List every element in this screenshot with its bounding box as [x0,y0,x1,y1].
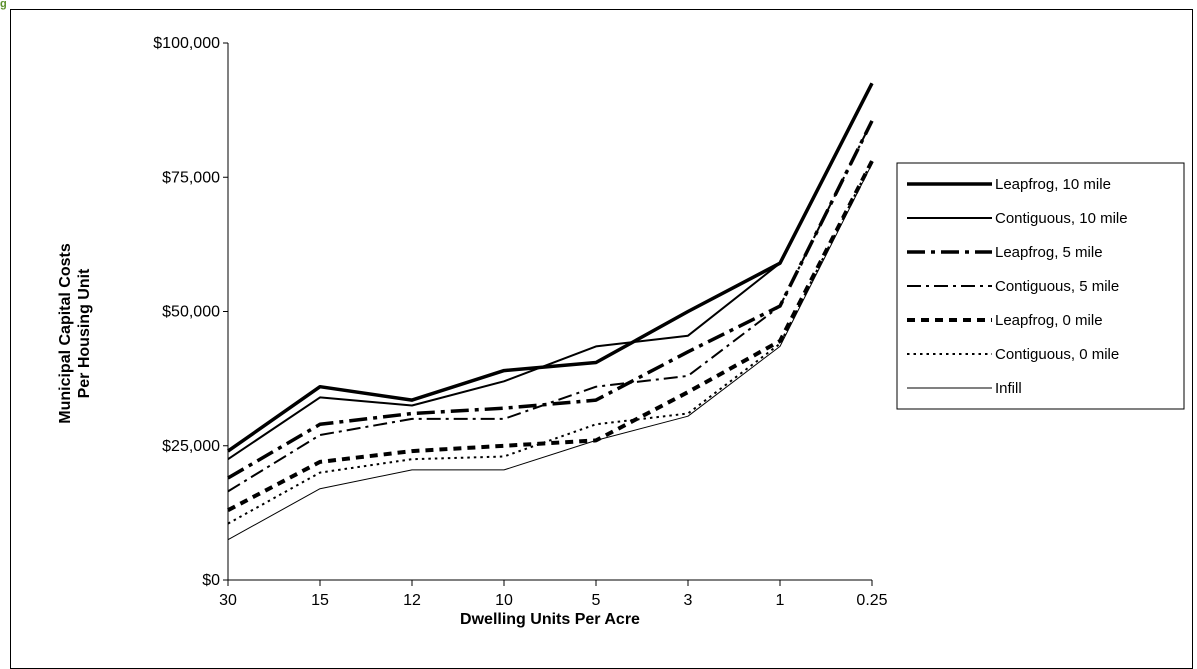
series-layer [226,82,874,541]
y-tick-label: $0 [202,572,220,589]
series-line-3 [227,120,874,480]
x-tick-label: 3 [684,592,693,609]
x-tick-label: 12 [403,592,421,609]
legend-label: Infill [995,380,1022,397]
x-axis-title: Dwelling Units Per Acre [460,611,640,628]
series-line-4 [227,120,873,493]
series-line-6 [227,160,873,525]
y-axis-title-line: Municipal Capital Costs [57,243,74,424]
y-tick-label: $50,000 [162,304,220,321]
series-line-1 [226,82,874,453]
corner-mark: g [0,0,7,10]
axes: $0 $25,000 $50,000 $75,000 $100,000 30 15 12 10 5… [57,35,888,628]
x-tick-label: 0.25 [856,592,887,609]
legend-label: Contiguous, 10 mile [995,210,1128,227]
legend-label: Leapfrog, 5 mile [995,244,1103,261]
series-line-7 [227,163,873,541]
y-axis-title-line: Per Housing Unit [76,268,93,398]
x-tick-label: 5 [592,592,601,609]
x-tick-label: 15 [311,592,329,609]
y-axis-title: Municipal Capital Costs Per Housing Unit [57,243,93,424]
x-tick-label: 30 [219,592,237,609]
y-tick-label: $25,000 [162,438,220,455]
legend-label: Leapfrog, 10 mile [995,176,1111,193]
legend-label: Leapfrog, 0 mile [995,312,1103,329]
x-tick-label: 1 [776,592,785,609]
x-tick-label: 10 [495,592,513,609]
y-tick-label: $100,000 [153,35,220,52]
y-tick-label: $75,000 [162,169,220,186]
legend-label: Contiguous, 0 mile [995,346,1119,363]
legend-label: Contiguous, 5 mile [995,278,1119,295]
legend: Leapfrog, 10 mile Contiguous, 10 mile Leap… [896,162,1185,410]
series-line-5 [227,160,874,512]
series-line-2 [227,82,873,461]
